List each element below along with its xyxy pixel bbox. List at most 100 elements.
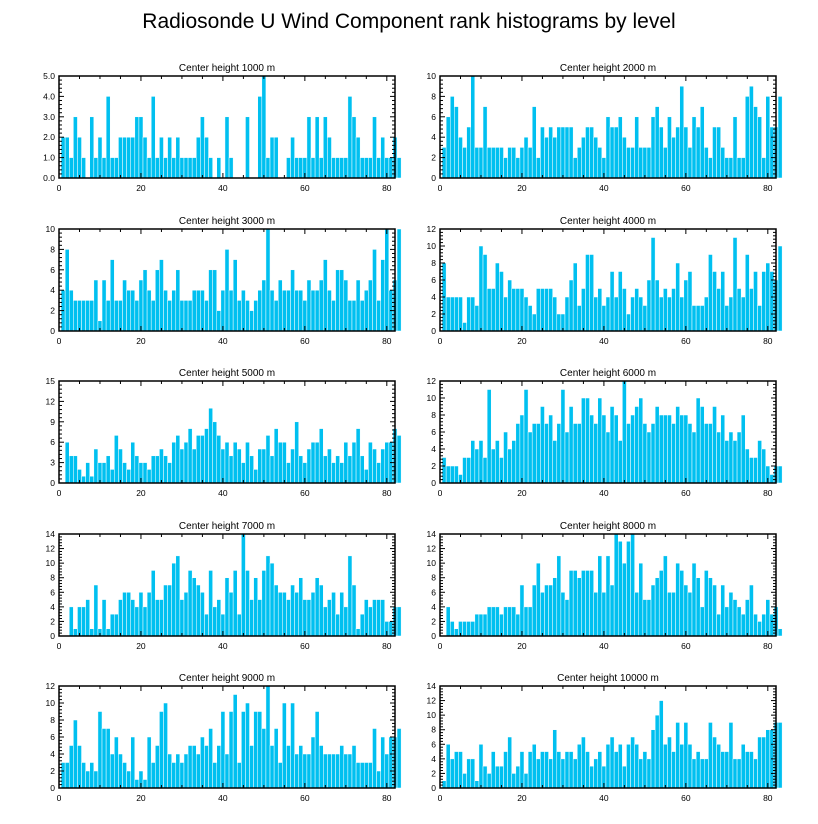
- bar: [577, 744, 582, 789]
- x-tick-label: 80: [763, 793, 773, 803]
- bar: [638, 758, 644, 789]
- panel-title: Center height 1000 m: [179, 63, 275, 74]
- bar: [695, 751, 701, 789]
- bar: [757, 736, 762, 789]
- y-tick-label: 4: [50, 749, 55, 759]
- panel-title: Center height 4000 m: [560, 216, 656, 227]
- y-tick-label: 0: [431, 631, 436, 641]
- bar: [482, 765, 488, 789]
- bar: [663, 744, 668, 789]
- y-tick-label: 0: [431, 783, 436, 793]
- bar: [753, 758, 758, 789]
- bar: [499, 765, 504, 789]
- y-tick-label: 2: [50, 766, 55, 776]
- x-tick-label: 60: [300, 641, 310, 651]
- y-tick-label: 4: [431, 292, 436, 302]
- bar: [728, 722, 734, 789]
- bar: [540, 751, 545, 789]
- bar: [519, 751, 525, 789]
- y-tick-label: 15: [46, 376, 56, 386]
- bars: [60, 75, 402, 179]
- bar: [749, 751, 754, 789]
- x-tick-label: 40: [218, 183, 228, 193]
- bar: [536, 758, 541, 789]
- y-tick-label: 8: [50, 244, 55, 254]
- bar: [490, 751, 496, 789]
- y-tick-label: 2: [431, 461, 436, 471]
- x-tick-label: 20: [136, 183, 146, 193]
- bar: [474, 780, 480, 789]
- bar: [548, 758, 553, 789]
- bar: [691, 758, 697, 789]
- bar: [449, 758, 455, 789]
- plot-frame: [58, 380, 396, 484]
- y-tick-label: 6: [431, 112, 436, 122]
- x-tick-label: 80: [382, 641, 392, 651]
- x-tick-label: 60: [300, 336, 310, 346]
- bar: [679, 744, 685, 789]
- y-tick-label: 4: [431, 132, 436, 142]
- y-tick-label: 0: [431, 326, 436, 336]
- bar: [683, 722, 689, 789]
- bars: [60, 685, 402, 789]
- bar: [523, 773, 529, 789]
- bar: [396, 157, 402, 179]
- bars: [441, 700, 783, 789]
- bar: [634, 744, 639, 789]
- bar: [716, 744, 721, 789]
- bar: [630, 736, 635, 789]
- x-tick-label: 20: [517, 488, 527, 498]
- bar: [777, 245, 783, 332]
- bar: [597, 751, 603, 789]
- y-tick-label: 12: [46, 544, 56, 554]
- y-tick-label: 10: [46, 558, 56, 568]
- y-tick-label: 12: [46, 681, 56, 691]
- bar: [605, 744, 611, 789]
- bar: [626, 744, 631, 789]
- y-tick-label: 6: [50, 587, 55, 597]
- y-tick-label: 14: [427, 681, 437, 691]
- plot-frame: [439, 75, 777, 179]
- panel-title: Center height 3000 m: [179, 216, 275, 227]
- y-tick-label: 8: [431, 725, 436, 735]
- x-tick-label: 60: [300, 793, 310, 803]
- bar: [777, 628, 783, 637]
- y-tick-label: 8: [50, 715, 55, 725]
- bar: [720, 751, 726, 789]
- x-tick-label: 60: [681, 336, 691, 346]
- bars: [68, 533, 402, 637]
- panel-title: Center height 7000 m: [179, 521, 275, 532]
- panel-title: Center height 10000 m: [557, 673, 659, 684]
- bar: [458, 751, 463, 789]
- y-tick-label: 6: [431, 739, 436, 749]
- y-tick-label: 8: [431, 258, 436, 268]
- x-tick-label: 80: [382, 336, 392, 346]
- x-tick-label: 80: [763, 641, 773, 651]
- x-tick-label: 40: [599, 793, 609, 803]
- bar: [777, 96, 783, 179]
- bar: [589, 765, 594, 789]
- y-tick-label: 8: [431, 573, 436, 583]
- bar: [396, 728, 402, 789]
- bar: [732, 758, 738, 789]
- y-tick-label: 2: [50, 616, 55, 626]
- x-tick-label: 20: [517, 183, 527, 193]
- bar: [511, 773, 517, 789]
- bar: [585, 751, 590, 789]
- y-tick-label: 6: [50, 265, 55, 275]
- y-tick-label: 10: [427, 241, 437, 251]
- bar: [765, 729, 771, 789]
- x-tick-label: 20: [136, 488, 146, 498]
- bar: [462, 773, 467, 789]
- bar: [675, 722, 680, 789]
- y-tick-label: 4: [50, 602, 55, 612]
- bar: [622, 765, 627, 789]
- bar: [544, 751, 549, 789]
- y-tick-label: 4: [431, 444, 436, 454]
- x-tick-label: 40: [218, 793, 228, 803]
- bar: [531, 744, 537, 789]
